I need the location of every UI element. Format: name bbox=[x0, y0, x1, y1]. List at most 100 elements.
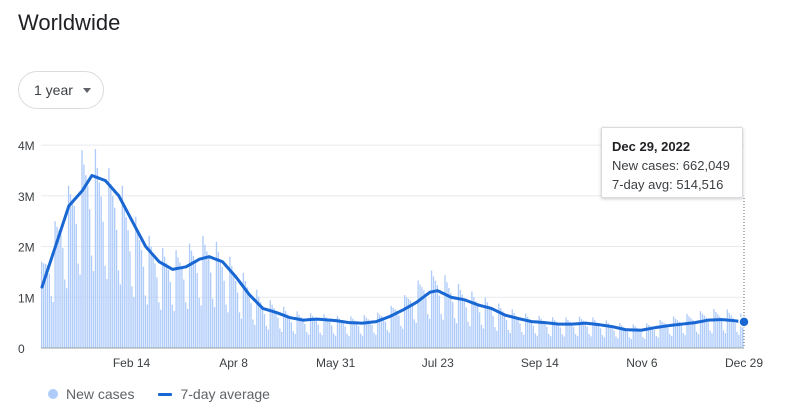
new-cases-bar bbox=[129, 251, 131, 348]
new-cases-bar bbox=[123, 203, 125, 348]
new-cases-bar bbox=[271, 304, 273, 348]
new-cases-bar bbox=[319, 332, 321, 348]
legend-item-new-cases[interactable]: New cases bbox=[48, 386, 134, 402]
new-cases-bar bbox=[46, 265, 49, 348]
new-cases-bar bbox=[231, 266, 233, 348]
new-cases-bar bbox=[142, 266, 145, 348]
new-cases-bar bbox=[684, 335, 686, 348]
new-cases-bar bbox=[90, 255, 93, 348]
new-cases-bar bbox=[58, 230, 60, 348]
new-cases-bar bbox=[386, 330, 389, 348]
new-cases-bar bbox=[94, 149, 97, 348]
new-cases-bar bbox=[452, 302, 454, 348]
new-cases-bar bbox=[671, 336, 673, 348]
new-cases-bar bbox=[594, 320, 596, 348]
new-cases-bar bbox=[160, 309, 162, 348]
new-cases-bar bbox=[169, 281, 172, 348]
y-tick-label: 1M bbox=[18, 291, 35, 305]
new-cases-bar bbox=[503, 314, 506, 348]
new-cases-bar bbox=[236, 292, 239, 348]
y-tick-label: 4M bbox=[18, 139, 35, 153]
new-cases-bar bbox=[473, 296, 475, 348]
new-cases-bar bbox=[75, 223, 77, 348]
tooltip-average: 7-day avg: 514,516 bbox=[612, 177, 724, 192]
new-cases-bar bbox=[162, 247, 164, 348]
new-cases-bar bbox=[89, 209, 91, 348]
new-cases-bar bbox=[398, 315, 400, 348]
new-cases-bar bbox=[396, 310, 398, 348]
new-cases-bar bbox=[617, 338, 619, 348]
new-cases-bar bbox=[628, 337, 631, 348]
new-cases-bar bbox=[578, 316, 581, 348]
new-cases-bar bbox=[709, 330, 711, 348]
new-cases-bar bbox=[309, 313, 312, 348]
new-cases-bar bbox=[463, 299, 465, 348]
new-cases-bar bbox=[413, 319, 415, 348]
new-cases-bar bbox=[83, 164, 85, 348]
new-cases-bar bbox=[117, 270, 120, 348]
new-cases-bar bbox=[686, 313, 688, 348]
new-cases-bar bbox=[638, 329, 640, 348]
new-cases-bar bbox=[244, 280, 246, 348]
new-cases-bar bbox=[569, 321, 571, 348]
new-cases-bar bbox=[144, 295, 147, 348]
new-cases-bar bbox=[388, 332, 390, 348]
new-cases-bar bbox=[734, 323, 736, 348]
new-cases-bar bbox=[538, 315, 540, 348]
new-cases-bar bbox=[158, 302, 160, 348]
new-cases-bar bbox=[680, 325, 682, 348]
new-cases-bar bbox=[738, 334, 740, 348]
new-cases-bar bbox=[513, 313, 515, 348]
legend-item-average[interactable]: 7-day average bbox=[158, 386, 270, 402]
new-cases-bar bbox=[667, 327, 669, 348]
new-cases-bar bbox=[369, 321, 371, 348]
new-cases-bar bbox=[288, 317, 291, 348]
new-cases-bar bbox=[427, 314, 429, 348]
new-cases-bar bbox=[440, 313, 442, 348]
new-cases-bar bbox=[580, 319, 583, 348]
new-cases-bar bbox=[336, 315, 339, 348]
new-cases-bar bbox=[521, 332, 523, 348]
new-cases-bar bbox=[210, 272, 212, 348]
new-cases-bar bbox=[563, 336, 565, 348]
legend-label-average: 7-day average bbox=[180, 386, 270, 402]
new-cases-bar bbox=[701, 313, 704, 348]
new-cases-bar bbox=[342, 322, 344, 348]
page-title: Worldwide bbox=[18, 10, 121, 35]
new-cases-bar bbox=[315, 320, 317, 348]
new-cases-bar bbox=[434, 280, 437, 348]
time-range-dropdown[interactable]: 1 year bbox=[18, 71, 104, 109]
new-cases-bar bbox=[469, 326, 471, 348]
new-cases-bar bbox=[348, 336, 350, 348]
new-cases-bar bbox=[54, 221, 56, 348]
new-cases-bar bbox=[421, 287, 423, 348]
new-cases-bar bbox=[630, 339, 632, 348]
x-tick-label: Feb 14 bbox=[113, 356, 151, 370]
new-cases-bar bbox=[419, 284, 421, 348]
new-cases-bar bbox=[277, 317, 279, 348]
new-cases-bar bbox=[478, 312, 481, 348]
new-cases-bar bbox=[185, 302, 187, 348]
new-cases-bar bbox=[338, 318, 341, 348]
new-cases-bar bbox=[574, 334, 577, 348]
new-cases-bar bbox=[307, 334, 310, 348]
new-cases-bar bbox=[300, 317, 302, 348]
new-cases-bar bbox=[163, 256, 166, 348]
new-cases-bar bbox=[177, 257, 179, 348]
new-cases-bar bbox=[588, 333, 590, 348]
new-cases-bar bbox=[112, 195, 114, 348]
new-cases-bar bbox=[165, 263, 168, 348]
new-cases-bar bbox=[694, 323, 696, 348]
new-cases-bar bbox=[417, 280, 419, 348]
new-cases-bar bbox=[724, 333, 727, 348]
new-cases-bar bbox=[323, 314, 325, 348]
new-cases-bar bbox=[208, 257, 210, 348]
new-cases-bar bbox=[480, 324, 483, 348]
new-cases-bar bbox=[346, 333, 348, 348]
x-tick-label: Jul 23 bbox=[422, 356, 454, 370]
new-cases-bar bbox=[528, 319, 531, 348]
new-cases-bar bbox=[609, 324, 611, 348]
new-cases-bar bbox=[676, 320, 679, 348]
new-cases-bar bbox=[183, 279, 185, 348]
